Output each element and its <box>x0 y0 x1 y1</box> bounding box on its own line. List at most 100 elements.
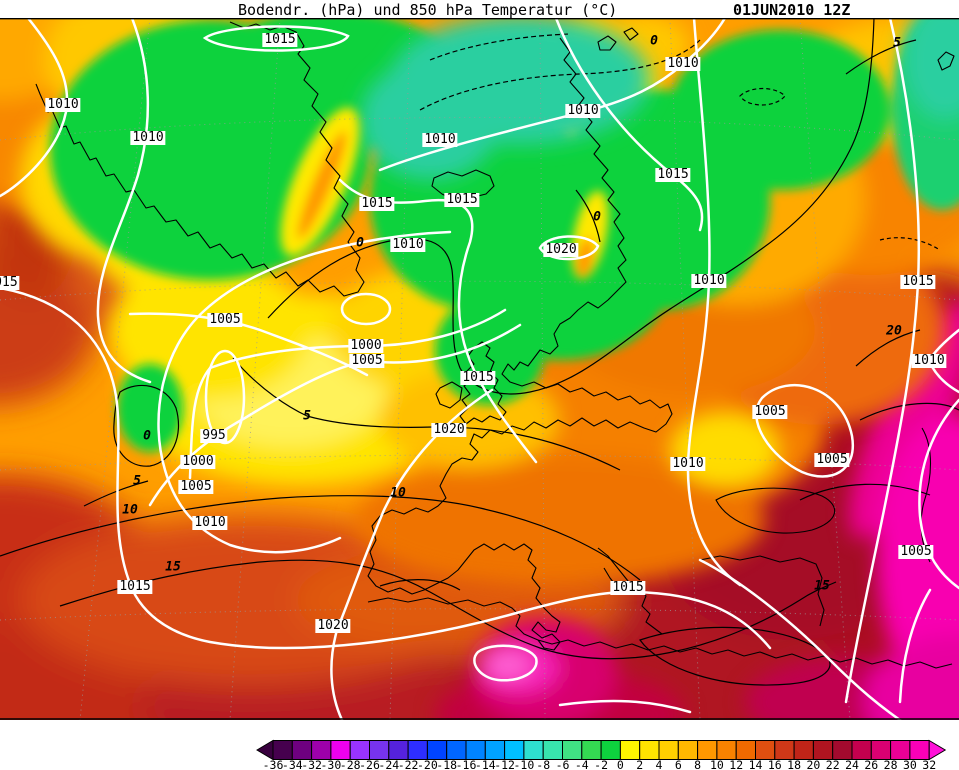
colorbar-cell <box>716 740 737 760</box>
colorbar-tick-label: -4 <box>575 758 589 770</box>
colorbar-cell <box>755 740 776 760</box>
colorbar-cell <box>890 740 911 760</box>
isobar-label: 1010 <box>911 353 947 368</box>
colorbar-cell <box>407 740 428 760</box>
colorbar-cell <box>426 740 448 760</box>
colorbar-cell <box>272 740 293 760</box>
isobar-label: 1020 <box>543 242 579 257</box>
isotherm-label: 15 <box>165 559 181 575</box>
colorbar-cell <box>523 740 544 760</box>
colorbar-tick-label: 14 <box>749 758 763 770</box>
colorbar-cell <box>870 740 892 760</box>
isobar-label: 1010 <box>192 515 228 530</box>
colorbar-tick-label: -30 <box>321 758 342 770</box>
colorbar-cell <box>677 740 699 760</box>
isobar-label: 1005 <box>349 353 385 368</box>
isobar-label: 1020 <box>431 422 467 437</box>
isobar-label: 1005 <box>814 452 850 467</box>
isobar-label: 1015 <box>117 579 153 594</box>
isobar-label: 1000 <box>180 454 216 469</box>
colorbar-tick-label: 28 <box>884 758 898 770</box>
colorbar-cell <box>658 740 679 760</box>
isobar-label: 1015 <box>262 32 298 47</box>
isotherm-label: 0 <box>143 428 151 444</box>
isobar-label: 995 <box>200 428 228 443</box>
colorbar-tick-label: 6 <box>675 758 682 770</box>
isobar-label: 1000 <box>348 338 384 353</box>
colorbar-cell <box>349 740 371 760</box>
colorbar-tick-label: -20 <box>417 758 438 770</box>
colorbar-cell <box>504 740 525 760</box>
isobar-label: 1005 <box>898 544 934 559</box>
colorbar-tick-label: 30 <box>903 758 917 770</box>
colorbar-tick-label: 2 <box>636 758 643 770</box>
colorbar-tick-label: 20 <box>806 758 820 770</box>
colorbar-tick-label: -14 <box>475 758 496 770</box>
colorbar-cell <box>581 740 602 760</box>
colorbar-cell <box>697 740 718 760</box>
colorbar-cell <box>484 740 506 760</box>
colorbar-cell <box>812 740 834 760</box>
isobar-label: 1010 <box>665 56 701 71</box>
colorbar-tick-label: -36 <box>263 758 284 770</box>
colorbar-cell <box>369 740 390 760</box>
isobar-label: 1015 <box>444 192 480 207</box>
colorbar-cell <box>851 740 872 760</box>
isobar-label: 1010 <box>130 130 166 145</box>
isotherm-label: 0 <box>650 33 658 49</box>
colorbar-tick-label: 24 <box>845 758 859 770</box>
colorbar-cell <box>542 740 564 760</box>
colorbar-tick-label: 12 <box>729 758 743 770</box>
isobar-label: 1005 <box>752 404 788 419</box>
isotherm-label: 0 <box>593 209 601 225</box>
colorbar-cell <box>562 740 583 760</box>
isobar-label: 1005 <box>178 479 214 494</box>
colorbar-tick-label: -12 <box>494 758 515 770</box>
isobar-label: 1010 <box>422 132 458 147</box>
isobar-label: 1020 <box>315 618 351 633</box>
colorbar-tick-label: -18 <box>436 758 457 770</box>
colorbar-tick-label: -26 <box>359 758 380 770</box>
isobar-label: 1015 <box>655 167 691 182</box>
colorbar-tick-label: 26 <box>864 758 878 770</box>
colorbar-cell <box>735 740 757 760</box>
isotherm-label: 10 <box>122 502 138 518</box>
isobar-label: 1015 <box>900 274 936 289</box>
title-bar: Bodendr. (hPa) und 850 hPa Temperatur (°… <box>0 0 959 19</box>
isobar-label: 1010 <box>565 103 601 118</box>
isobar-label: 1015 <box>610 580 646 595</box>
isobar-label: 1010 <box>670 456 706 471</box>
isobar-contours <box>0 18 959 720</box>
isobar-label: 1010 <box>691 273 727 288</box>
colorbar-cell <box>793 740 814 760</box>
colorbar-tick-label: 4 <box>656 758 663 770</box>
map-title: Bodendr. (hPa) und 850 hPa Temperatur (°… <box>238 1 618 19</box>
isotherm-label: 15 <box>814 578 830 594</box>
isotherm-label: 20 <box>886 323 902 339</box>
isotherm-label: 5 <box>893 35 901 51</box>
isotherm-label: 5 <box>133 473 141 489</box>
colorbar-cell <box>639 740 660 760</box>
temperature-colorbar: -36-34-32-30-28-26-24-22-20-18-16-14-12-… <box>256 739 947 770</box>
isobar-label: 1010 <box>45 97 81 112</box>
colorbar-tick-label: -24 <box>378 758 399 770</box>
graticule <box>0 18 959 720</box>
colorbar-tick-label: -22 <box>398 758 419 770</box>
colorbar-cell <box>600 740 621 760</box>
contour-label-layer: 1015 1010 1010 1010 1015 1015 1010 1020 1010 1010… <box>0 32 947 633</box>
isotherm-label: 0 <box>356 235 364 251</box>
colorbar-cell <box>774 740 795 760</box>
isotherm-label: 5 <box>303 408 311 424</box>
colorbar-tick-label: 32 <box>922 758 936 770</box>
isobar-label: 1015 <box>359 196 395 211</box>
colorbar-left-arrow <box>256 739 274 761</box>
colorbar-tick-label: 8 <box>694 758 701 770</box>
colorbar-right-arrow <box>928 739 947 761</box>
map-datetime: 01JUN2010 12Z <box>733 1 851 19</box>
footer: Data: NOAA reanalysis 1.000° (C) Wetterz… <box>0 720 959 770</box>
colorbar-tick-label: -8 <box>536 758 550 770</box>
isotherm-label: 10 <box>390 485 406 501</box>
isobar-label: 1015 <box>460 370 496 385</box>
